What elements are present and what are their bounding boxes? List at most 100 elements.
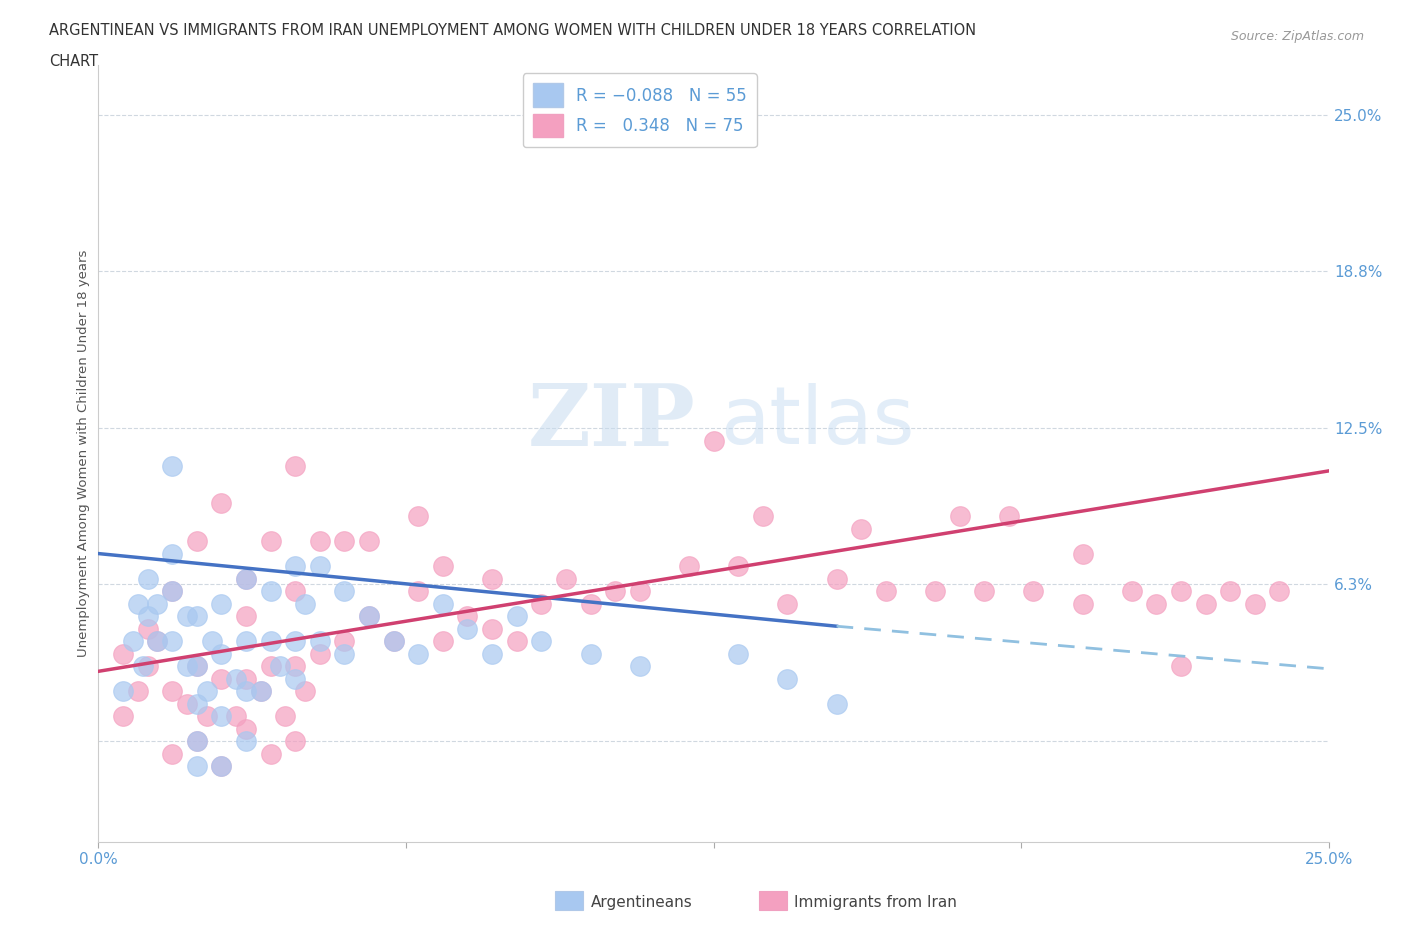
Point [136, 621, 159, 636]
Point [506, 634, 529, 649]
Text: ARGENTINEAN VS IMMIGRANTS FROM IRAN UNEMPLOYMENT AMONG WOMEN WITH CHILDREN UNDER: ARGENTINEAN VS IMMIGRANTS FROM IRAN UNEM… [49, 23, 976, 38]
Point [481, 621, 503, 636]
Point [825, 697, 848, 711]
Point [136, 609, 159, 624]
Point [333, 584, 356, 599]
Point [605, 584, 627, 599]
Point [1170, 584, 1192, 599]
Point [432, 634, 454, 649]
Point [186, 609, 208, 624]
Point [146, 634, 169, 649]
Point [309, 646, 332, 661]
Point [162, 634, 183, 649]
Point [112, 709, 135, 724]
Point [776, 671, 799, 686]
Point [127, 596, 149, 611]
Point [235, 571, 257, 586]
Point [359, 609, 381, 624]
Point [284, 634, 307, 649]
Point [186, 697, 208, 711]
Y-axis label: Unemployment Among Women with Children Under 18 years: Unemployment Among Women with Children U… [77, 249, 90, 658]
Point [284, 658, 307, 673]
Point [186, 759, 208, 774]
Point [260, 634, 283, 649]
Point [270, 658, 292, 673]
Point [235, 609, 257, 624]
Point [235, 734, 257, 749]
Point [1022, 584, 1045, 599]
Point [678, 559, 700, 574]
Point [186, 734, 208, 749]
Point [825, 571, 848, 586]
Point [579, 646, 602, 661]
Point [260, 534, 283, 549]
Point [250, 684, 273, 698]
Point [506, 609, 529, 624]
Point [162, 584, 183, 599]
Point [530, 596, 553, 611]
Text: Immigrants from Iran: Immigrants from Iran [794, 895, 957, 910]
Point [250, 684, 273, 698]
Point [225, 671, 247, 686]
Point [176, 658, 198, 673]
Point [146, 596, 169, 611]
Point [211, 759, 233, 774]
Point [211, 596, 233, 611]
Point [162, 546, 183, 561]
Point [998, 509, 1021, 524]
Point [1144, 596, 1167, 611]
Text: CHART: CHART [49, 54, 98, 69]
Point [1244, 596, 1267, 611]
Point [333, 646, 356, 661]
Text: atlas: atlas [720, 383, 914, 461]
Point [1268, 584, 1291, 599]
Point [284, 671, 307, 686]
Text: Argentineans: Argentineans [591, 895, 692, 910]
Point [195, 709, 218, 724]
Point [555, 571, 578, 586]
Point [456, 609, 478, 624]
Point [162, 747, 183, 762]
Point [211, 496, 233, 511]
Point [132, 658, 155, 673]
Point [162, 458, 183, 473]
Text: Source: ZipAtlas.com: Source: ZipAtlas.com [1230, 30, 1364, 43]
Point [127, 684, 149, 698]
Point [284, 559, 307, 574]
Point [201, 634, 224, 649]
Point [382, 634, 405, 649]
Point [973, 584, 995, 599]
Point [211, 759, 233, 774]
Point [225, 709, 247, 724]
Point [408, 584, 430, 599]
Point [924, 584, 946, 599]
Point [359, 534, 381, 549]
Point [1071, 596, 1094, 611]
Point [333, 534, 356, 549]
Point [359, 609, 381, 624]
Point [186, 658, 208, 673]
Point [260, 584, 283, 599]
Point [186, 734, 208, 749]
Legend: R = −0.088   N = 55, R =   0.348   N = 75: R = −0.088 N = 55, R = 0.348 N = 75 [523, 73, 756, 147]
Point [122, 634, 145, 649]
Point [284, 458, 307, 473]
Point [703, 433, 725, 448]
Point [235, 722, 257, 737]
Point [776, 596, 799, 611]
Point [176, 697, 198, 711]
Point [333, 634, 356, 649]
Point [136, 571, 159, 586]
Point [382, 634, 405, 649]
Point [211, 646, 233, 661]
Point [727, 559, 749, 574]
Point [1121, 584, 1143, 599]
Point [309, 634, 332, 649]
Point [186, 534, 208, 549]
Point [162, 584, 183, 599]
Point [628, 584, 651, 599]
Point [235, 571, 257, 586]
Point [432, 559, 454, 574]
Point [727, 646, 749, 661]
Point [849, 521, 872, 536]
